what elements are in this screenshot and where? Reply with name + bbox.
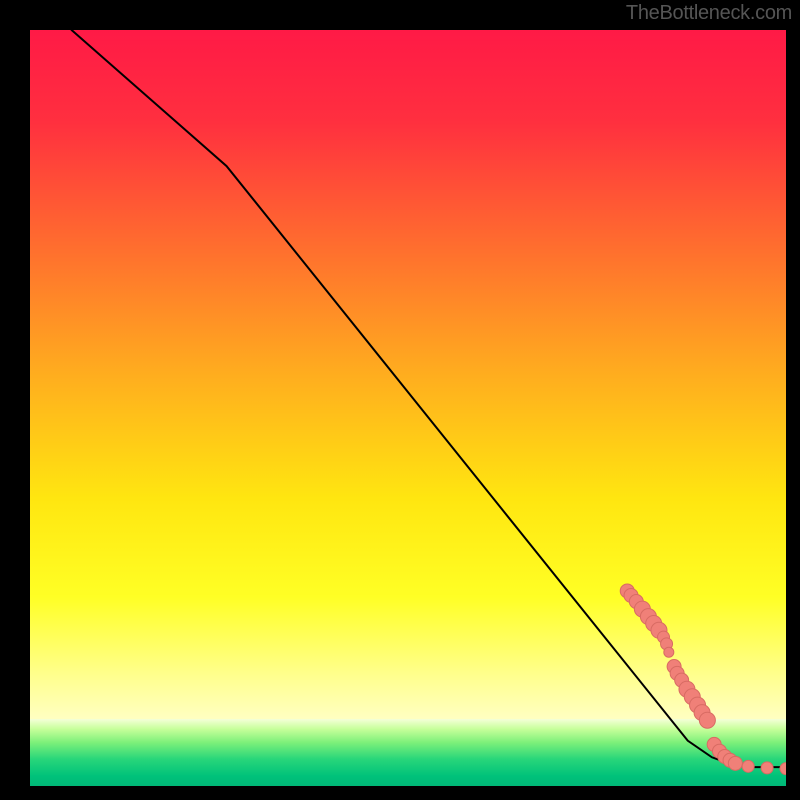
- chart-overlay: [30, 30, 786, 786]
- data-marker: [780, 763, 786, 775]
- data-marker: [742, 760, 754, 772]
- data-marker: [699, 712, 715, 728]
- trend-line: [72, 30, 786, 767]
- data-marker: [728, 756, 742, 770]
- plot-area: [30, 30, 786, 786]
- chart-frame: TheBottleneck.com: [0, 0, 800, 800]
- data-marker: [761, 762, 773, 774]
- watermark-label: TheBottleneck.com: [626, 2, 792, 25]
- data-marker: [664, 647, 674, 657]
